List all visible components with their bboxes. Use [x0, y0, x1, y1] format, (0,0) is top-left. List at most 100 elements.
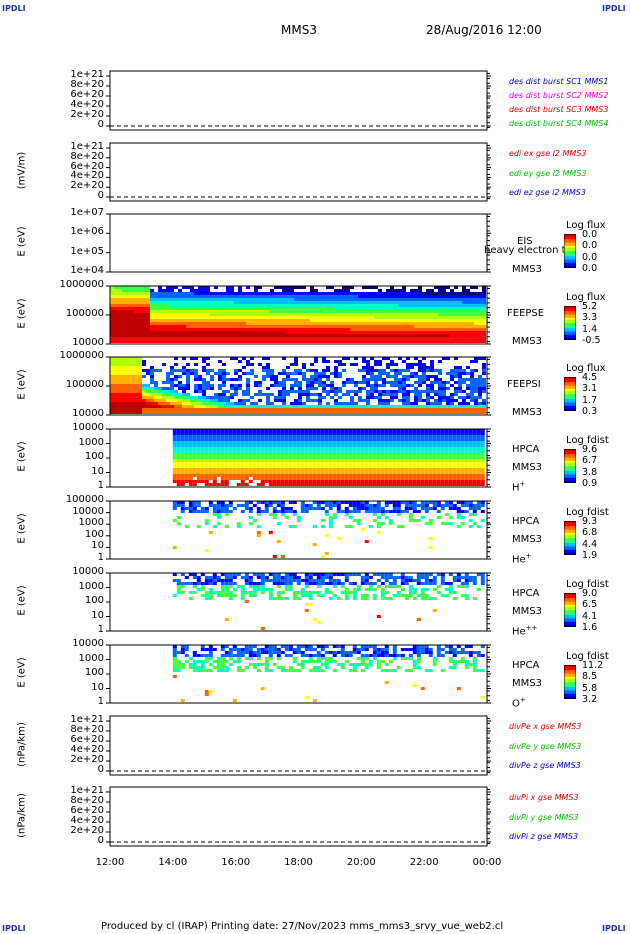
spectrogram-cell [424, 480, 429, 483]
spectrogram-cell [342, 310, 346, 313]
spectrogram-cell [450, 319, 454, 322]
spectrogram-cell [260, 462, 265, 465]
spectrogram-cell [280, 555, 285, 558]
spectrogram-cell [354, 325, 358, 328]
spectrogram-cell [388, 459, 393, 462]
spectrogram-cell [242, 411, 246, 414]
spectrogram-cell [250, 325, 254, 328]
spectrogram-cell [288, 525, 293, 528]
spectrogram-cell [192, 471, 197, 474]
spectrogram-cell [348, 483, 353, 486]
spectrogram-cell [248, 465, 253, 468]
colorbar [564, 377, 576, 411]
spectrogram-cell [302, 295, 306, 298]
spectrogram-cell [200, 447, 205, 450]
spectrogram-cell [400, 525, 405, 528]
spectrogram-cell [186, 292, 190, 295]
spectrogram-cell [264, 510, 269, 513]
spectrogram-cell [232, 465, 237, 468]
spectrogram-cell [362, 304, 366, 307]
spectrogram-cell [466, 322, 470, 325]
spectrogram-cell [190, 325, 194, 328]
spectrogram-cell [122, 381, 126, 384]
spectrogram-cell [230, 316, 234, 319]
spectrogram-cell [114, 360, 118, 363]
spectrogram-cell [366, 325, 370, 328]
spectrogram-cell [320, 447, 325, 450]
spectrogram-cell [456, 480, 461, 483]
spectrogram-cell [460, 450, 465, 453]
spectrogram-cell [194, 411, 198, 414]
spectrogram-cell [352, 453, 357, 456]
spectrogram-cell [380, 444, 385, 447]
spectrogram-cell [162, 289, 166, 292]
spectrogram-cell [282, 316, 286, 319]
colorbar-label: 3.3 [582, 312, 598, 324]
spectrogram-cell [264, 507, 269, 510]
spectrogram-cell [478, 390, 482, 393]
spectrogram-cell [262, 340, 266, 343]
spectrogram-cell [278, 286, 282, 289]
spectrogram-cell [206, 289, 210, 292]
spectrogram-cell [372, 453, 377, 456]
spectrogram-cell [222, 322, 226, 325]
spectrogram-cell [432, 453, 437, 456]
spectrogram-cell [446, 381, 450, 384]
spectrogram-cell [444, 471, 449, 474]
spectrogram-cell [346, 408, 350, 411]
spectrogram-cell [434, 319, 438, 322]
spectrogram-cell [276, 465, 281, 468]
spectrogram-cell [206, 408, 210, 411]
spectrogram-cell [216, 501, 221, 504]
spectrogram-cell [364, 435, 369, 438]
spectrogram-cell [460, 438, 465, 441]
y-tick-label: 1000 [78, 517, 104, 529]
spectrogram-cell [210, 301, 214, 304]
spectrogram-cell [470, 322, 474, 325]
spectrogram-cell [258, 316, 262, 319]
spectrogram-cell [406, 340, 410, 343]
spectrogram-cell [414, 334, 418, 337]
spectrogram-cell [342, 363, 346, 366]
spectrogram-cell [348, 477, 353, 480]
spectrogram-cell [460, 432, 465, 435]
spectrogram-cell [394, 337, 398, 340]
spectrogram-cell [482, 295, 486, 298]
spectrogram-cell [290, 316, 294, 319]
spectrogram-cell [250, 405, 254, 408]
spectrogram-cell [378, 325, 382, 328]
spectrogram-cell [462, 411, 466, 414]
spectrogram-cell [468, 501, 473, 504]
spectrogram-cell [334, 405, 338, 408]
spectrogram-cell [432, 447, 437, 450]
spectrogram-cell [334, 316, 338, 319]
spectrogram-cell [196, 471, 201, 474]
spectrogram-cell [418, 331, 422, 334]
spectrogram-cell [346, 411, 350, 414]
spectrogram-cell [216, 438, 221, 441]
spectrogram-cell [298, 298, 302, 301]
spectrogram-cell [126, 310, 130, 313]
spectrogram-cell [150, 298, 154, 301]
spectrogram-cell [328, 432, 333, 435]
spectrogram-cell [320, 429, 325, 432]
spectrogram-cell [430, 289, 434, 292]
spectrogram-cell [158, 307, 162, 310]
spectrogram-cell [184, 444, 189, 447]
spectrogram-cell [172, 459, 177, 462]
spectrogram-cell [414, 304, 418, 307]
spectrogram-cell [178, 340, 182, 343]
spectrogram-cell [408, 474, 413, 477]
spectrogram-cell [236, 456, 241, 459]
spectrogram-cell [196, 441, 201, 444]
spectrogram-cell [370, 310, 374, 313]
spectrogram-cell [424, 468, 429, 471]
spectrogram-cell [142, 360, 146, 363]
spectrogram-cell [334, 331, 338, 334]
spectrogram-cell [110, 387, 114, 390]
spectrogram-cell [430, 369, 434, 372]
spectrogram-cell [414, 295, 418, 298]
spectrogram-cell [378, 405, 382, 408]
spectrogram-cell [372, 474, 377, 477]
spectrogram-cell [244, 504, 249, 507]
